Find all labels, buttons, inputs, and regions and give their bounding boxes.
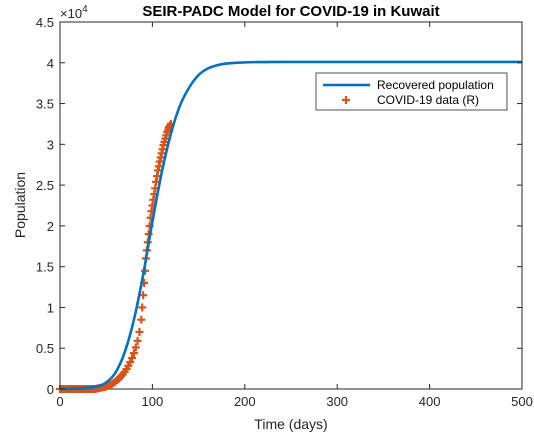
data-point bbox=[128, 354, 137, 363]
x-tick-label: 0 bbox=[56, 394, 63, 409]
y-tick-label: 2.5 bbox=[36, 178, 54, 193]
chart-title: SEIR-PADC Model for COVID-19 in Kuwait bbox=[142, 3, 439, 20]
data-point bbox=[137, 315, 146, 324]
data-point bbox=[138, 303, 147, 312]
legend-box bbox=[315, 72, 508, 111]
y-tick-label: 4.5 bbox=[36, 15, 54, 30]
y-exponent-base: ×10 bbox=[60, 6, 82, 21]
y-tick-label: 0.5 bbox=[36, 341, 54, 356]
y-exponent-label: ×104 bbox=[60, 4, 88, 21]
ticks-layer: 0 100 200 300 400 500 0 0.5 1 1.5 2 2.5 3 3.5 4 4.5 bbox=[36, 15, 533, 409]
x-tick-label: 200 bbox=[234, 394, 256, 409]
y-tick-label: 1 bbox=[47, 300, 54, 315]
series-recovered-line bbox=[59, 60, 522, 391]
x-tick-label: 300 bbox=[326, 394, 348, 409]
data-point bbox=[135, 327, 144, 336]
legend-swatch-data bbox=[342, 96, 350, 104]
y-tick-label: 3 bbox=[47, 137, 54, 152]
y-tick-label: 3.5 bbox=[36, 97, 54, 112]
x-tick-label: 100 bbox=[142, 394, 164, 409]
x-tick-label: 500 bbox=[511, 394, 533, 409]
y-axis-label: Population bbox=[12, 172, 28, 238]
y-tick-label: 2 bbox=[47, 219, 54, 234]
y-exponent-power: 4 bbox=[82, 4, 88, 15]
x-tick-label: 400 bbox=[419, 394, 441, 409]
y-tick-label: 0 bbox=[47, 382, 54, 397]
legend: Recovered population COVID-19 data (R) bbox=[315, 72, 508, 111]
data-point bbox=[129, 349, 138, 358]
data-point bbox=[126, 358, 135, 367]
x-axis-label: Time (days) bbox=[254, 416, 327, 432]
legend-label-data: COVID-19 data (R) bbox=[377, 93, 479, 107]
y-tick-label: 1.5 bbox=[36, 260, 54, 275]
data-point bbox=[131, 343, 140, 352]
legend-label-recovered: Recovered population bbox=[377, 78, 494, 92]
data-point bbox=[133, 336, 142, 345]
y-tick-label: 4 bbox=[47, 56, 54, 71]
